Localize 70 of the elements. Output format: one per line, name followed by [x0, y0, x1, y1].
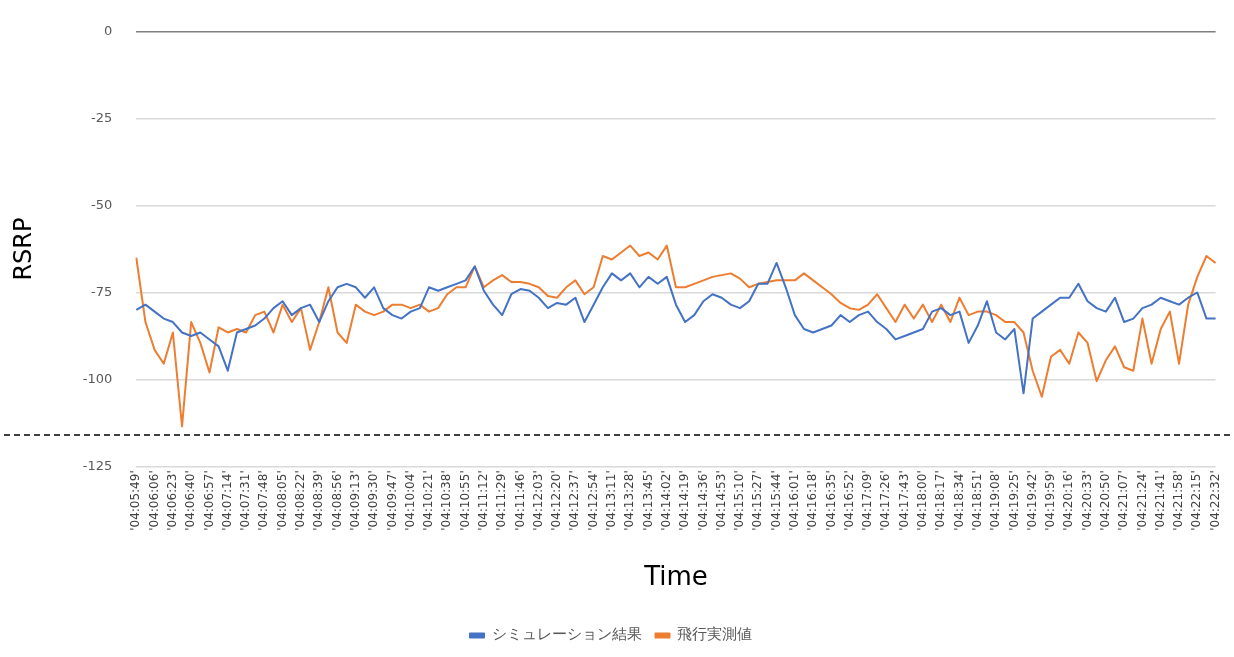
x-tick-label: '04:14:36' [695, 470, 710, 531]
x-tick-label: '04:15:44' [768, 470, 783, 531]
x-tick-label: '04:19:08' [988, 470, 1003, 531]
x-tick-label: '04:13:45' [640, 470, 655, 531]
x-tick-label: '04:07:14' [219, 470, 234, 531]
x-tick-label: '04:08:39' [311, 470, 326, 531]
x-tick-label: '04:12:20' [549, 470, 564, 531]
x-tick-label: '04:10:21' [421, 470, 436, 531]
y-tick-label: 0 [104, 23, 113, 39]
x-tick-label: '04:18:34' [951, 470, 966, 531]
x-tick-label: '04:13:11' [604, 470, 619, 531]
y-tick-label: -100 [82, 370, 113, 386]
x-tick-label: '04:10:55' [457, 470, 472, 531]
x-tick-label: '04:08:22' [293, 470, 308, 531]
x-tick-label: '04:05:49' [128, 470, 143, 531]
x-tick-label: '04:20:50' [1097, 470, 1112, 531]
legend-label: シミュレーション結果 [491, 625, 642, 644]
x-tick-label: '04:22:15' [1189, 470, 1204, 531]
x-tick-label: '04:14:53' [713, 470, 728, 531]
x-tick-label: '04:11:46' [512, 470, 527, 531]
x-tick-label: '04:12:54' [585, 470, 600, 531]
x-tick-label: '04:11:29' [494, 470, 509, 531]
x-tick-label: '04:19:59' [1043, 470, 1058, 531]
x-tick-label: '04:21:24' [1134, 470, 1149, 531]
x-tick-label: '04:07:48' [256, 470, 271, 531]
x-tick-label: '04:06:23' [165, 470, 180, 531]
x-tick-label: '04:12:03' [530, 470, 545, 531]
x-tick-label: '04:10:38' [439, 470, 454, 531]
y-tick-label: -75 [91, 283, 113, 299]
x-tick-label: '04:10:04' [402, 470, 417, 531]
x-tick-label: '04:16:01' [786, 470, 801, 531]
x-tick-label: '04:21:41' [1152, 470, 1167, 531]
x-tick-label: '04:09:47' [384, 470, 399, 531]
x-tick-label: '04:06:06' [146, 470, 161, 531]
x-tick-label: '04:17:43' [896, 470, 911, 531]
y-tick-label: -25 [91, 110, 113, 126]
x-tick-label: '04:21:58' [1171, 470, 1186, 531]
x-tick-label: '04:19:42' [1024, 470, 1039, 531]
x-tick-label: '04:09:30' [366, 470, 381, 531]
x-tick-label: '04:06:57' [201, 470, 216, 531]
x-tick-label: '04:18:17' [933, 470, 948, 531]
x-tick-label: '04:08:56' [329, 470, 344, 531]
x-axis-title: Time [643, 561, 708, 592]
x-tick-label: '04:22:32' [1207, 470, 1222, 531]
x-tick-label: '04:07:31' [238, 470, 253, 531]
x-tick-label: '04:18:00' [915, 470, 930, 531]
x-tick-label: '04:14:02' [658, 470, 673, 531]
x-tick-label: '04:06:40' [183, 470, 198, 531]
x-tick-label: '04:19:25' [1006, 470, 1021, 531]
x-tick-label: '04:09:13' [347, 470, 362, 531]
x-tick-label: '04:15:10' [732, 470, 747, 531]
x-tick-label: '04:18:51' [969, 470, 984, 531]
x-tick-label: '04:20:33' [1079, 470, 1094, 531]
x-tick-label: '04:13:28' [622, 470, 637, 531]
y-tick-label: -50 [91, 196, 113, 212]
x-tick-label: '04:17:09' [860, 470, 875, 531]
x-tick-label: '04:21:07' [1116, 470, 1131, 531]
y-tick-label: -125 [82, 457, 113, 473]
x-tick-label: '04:16:35' [823, 470, 838, 531]
x-tick-label: '04:14:19' [677, 470, 692, 531]
x-tick-label: '04:12:37' [567, 470, 582, 531]
x-tick-label: '04:11:12' [476, 470, 490, 531]
x-tick-label: '04:08:05' [274, 470, 289, 531]
x-tick-label: '04:20:16' [1061, 470, 1076, 531]
x-tick-label: '04:17:26' [878, 470, 893, 531]
legend-label: 飛行実測値 [677, 625, 752, 644]
x-tick-label: '04:16:18' [805, 470, 820, 531]
x-tick-label: '04:16:52' [841, 470, 856, 531]
x-tick-label: '04:15:27' [750, 470, 765, 531]
y-axis-title: RSRP [8, 217, 37, 281]
